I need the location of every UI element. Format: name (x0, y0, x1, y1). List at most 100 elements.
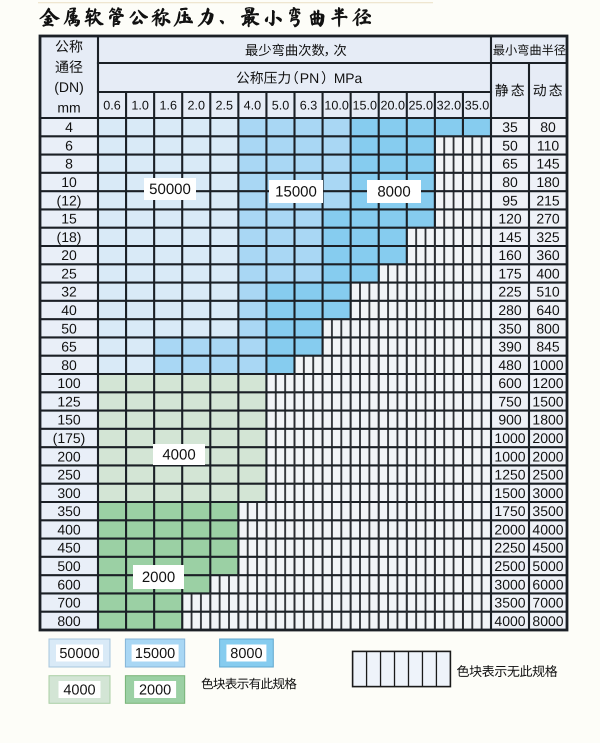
svg-text:1750: 1750 (494, 503, 525, 519)
svg-text:400: 400 (536, 265, 560, 281)
svg-text:750: 750 (498, 393, 522, 409)
svg-text:15000: 15000 (135, 646, 175, 662)
svg-text:4000: 4000 (63, 683, 95, 699)
svg-text:80: 80 (540, 119, 556, 135)
svg-text:40: 40 (61, 302, 77, 318)
svg-text:50000: 50000 (149, 181, 191, 198)
svg-text:120: 120 (498, 211, 522, 227)
svg-text:(12): (12) (57, 192, 82, 208)
svg-text:900: 900 (498, 412, 522, 428)
svg-text:270: 270 (536, 211, 560, 227)
svg-text:(18): (18) (57, 229, 82, 245)
svg-text:1000: 1000 (494, 430, 525, 446)
svg-text:600: 600 (57, 576, 81, 592)
svg-text:160: 160 (498, 247, 522, 263)
svg-text:325: 325 (536, 229, 560, 245)
svg-text:15: 15 (61, 211, 77, 227)
svg-text:360: 360 (536, 247, 560, 263)
svg-text:50: 50 (502, 137, 518, 153)
svg-text:845: 845 (536, 339, 560, 355)
svg-text:25: 25 (61, 265, 77, 281)
svg-text:2000: 2000 (139, 683, 171, 699)
svg-text:PN: PN (300, 70, 319, 86)
svg-text:640: 640 (536, 302, 560, 318)
svg-text:80: 80 (502, 174, 518, 190)
svg-text:2500: 2500 (532, 467, 563, 483)
svg-text:32.0: 32.0 (437, 99, 462, 113)
svg-text:2000: 2000 (142, 569, 175, 586)
svg-text:32: 32 (61, 284, 77, 300)
svg-text:65: 65 (502, 156, 518, 172)
svg-text:2000: 2000 (494, 521, 525, 537)
svg-text:110: 110 (537, 137, 560, 153)
svg-text:3500: 3500 (494, 595, 525, 611)
svg-text:mm: mm (57, 100, 80, 116)
svg-text:215: 215 (536, 192, 560, 208)
svg-text:(DN): (DN) (54, 79, 84, 95)
svg-text:5.0: 5.0 (272, 99, 290, 113)
svg-text:145: 145 (498, 229, 522, 245)
svg-text:2.5: 2.5 (216, 99, 234, 113)
svg-text:4.0: 4.0 (244, 99, 262, 113)
svg-text:1800: 1800 (532, 412, 563, 428)
svg-text:1200: 1200 (532, 375, 563, 391)
svg-text:20: 20 (61, 247, 77, 263)
svg-text:500: 500 (57, 558, 81, 574)
svg-text:390: 390 (498, 339, 522, 355)
svg-text:2500: 2500 (494, 558, 525, 574)
svg-text:7000: 7000 (532, 595, 563, 611)
svg-text:175: 175 (498, 265, 522, 281)
svg-text:50: 50 (61, 320, 77, 336)
svg-text:8000: 8000 (377, 184, 410, 201)
svg-text:35: 35 (502, 119, 518, 135)
svg-text:65: 65 (61, 339, 77, 355)
svg-text:8000: 8000 (230, 646, 262, 662)
svg-text:6.3: 6.3 (300, 99, 318, 113)
svg-text:35.0: 35.0 (465, 99, 490, 113)
svg-text:4000: 4000 (494, 613, 525, 629)
svg-text:2000: 2000 (532, 430, 563, 446)
svg-text:8: 8 (65, 156, 73, 172)
svg-text:1.6: 1.6 (159, 99, 177, 113)
svg-text:350: 350 (498, 320, 522, 336)
svg-text:4: 4 (65, 119, 73, 135)
svg-text:80: 80 (61, 357, 77, 373)
svg-text:510: 510 (536, 284, 560, 300)
svg-text:450: 450 (57, 540, 81, 556)
svg-text:50000: 50000 (59, 646, 99, 662)
svg-text:1250: 1250 (494, 467, 525, 483)
svg-text:700: 700 (57, 595, 81, 611)
svg-text:125: 125 (57, 393, 81, 409)
svg-text:3000: 3000 (494, 576, 525, 592)
svg-text:800: 800 (57, 613, 81, 629)
svg-text:100: 100 (57, 375, 81, 391)
svg-text:2.0: 2.0 (187, 99, 205, 113)
svg-text:250: 250 (57, 467, 81, 483)
svg-text:350: 350 (57, 503, 81, 519)
svg-text:800: 800 (536, 320, 560, 336)
svg-text:480: 480 (498, 357, 522, 373)
svg-text:4000: 4000 (532, 521, 563, 537)
svg-text:0.6: 0.6 (103, 99, 121, 113)
svg-text:280: 280 (498, 302, 522, 318)
svg-text:1.0: 1.0 (131, 99, 149, 113)
svg-text:200: 200 (57, 448, 81, 464)
svg-text:20.0: 20.0 (381, 99, 406, 113)
svg-text:MPa: MPa (334, 71, 363, 86)
svg-text:6000: 6000 (532, 576, 563, 592)
svg-text:300: 300 (57, 485, 81, 501)
svg-text:225: 225 (498, 284, 522, 300)
svg-text:5000: 5000 (532, 558, 563, 574)
svg-text:2000: 2000 (532, 448, 563, 464)
svg-text:10.0: 10.0 (324, 99, 349, 113)
svg-text:400: 400 (57, 521, 81, 537)
svg-text:4500: 4500 (532, 540, 563, 556)
svg-text:6: 6 (65, 137, 73, 153)
svg-text:10: 10 (61, 174, 77, 190)
svg-text:25.0: 25.0 (409, 99, 434, 113)
svg-text:180: 180 (536, 174, 560, 190)
svg-text:15.0: 15.0 (352, 99, 377, 113)
svg-text:3500: 3500 (532, 503, 563, 519)
svg-text:145: 145 (536, 156, 560, 172)
svg-text:1000: 1000 (494, 448, 525, 464)
